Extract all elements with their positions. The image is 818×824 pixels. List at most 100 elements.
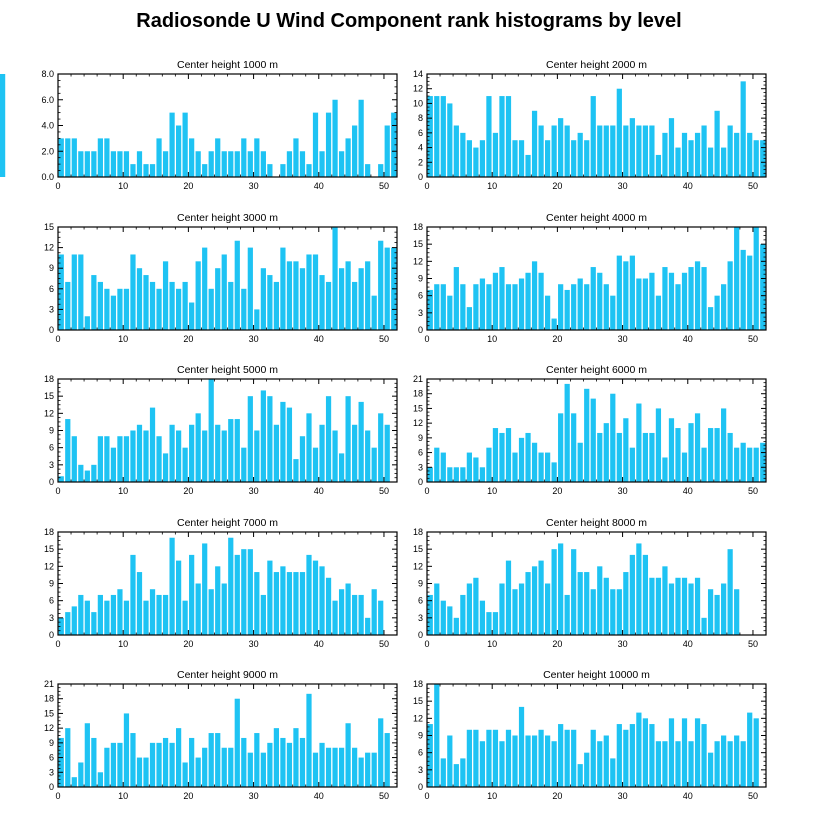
bar <box>130 554 136 635</box>
bar <box>701 267 707 330</box>
bar <box>518 140 525 177</box>
bar <box>616 589 622 635</box>
bar <box>136 572 143 635</box>
y-tick-label: 9 <box>418 274 423 284</box>
bar <box>453 617 459 635</box>
bar <box>505 284 512 330</box>
bar <box>466 307 472 330</box>
x-tick-label: 30 <box>249 181 259 191</box>
bar <box>518 437 525 482</box>
bar <box>584 388 590 482</box>
bar <box>156 594 162 635</box>
y-tick-label: 0 <box>418 172 423 182</box>
x-tick-label: 40 <box>314 181 324 191</box>
bar <box>649 272 655 330</box>
bar <box>694 413 701 482</box>
bar <box>58 254 64 330</box>
bar <box>747 132 753 177</box>
bar <box>299 268 306 330</box>
bar <box>312 752 319 787</box>
bar <box>707 752 714 787</box>
bar <box>110 594 117 635</box>
y-tick-label: 3 <box>418 462 423 472</box>
bar <box>221 430 227 482</box>
bar <box>564 383 570 482</box>
bar <box>384 125 390 177</box>
bar <box>358 99 364 177</box>
bar <box>473 147 479 177</box>
bar <box>176 728 182 787</box>
x-tick-label: 30 <box>618 791 628 801</box>
bar <box>267 560 273 635</box>
y-tick-label: 6 <box>418 291 423 301</box>
bar <box>202 247 208 330</box>
bar <box>453 467 459 482</box>
bar <box>104 138 110 178</box>
bar <box>642 278 649 330</box>
bar <box>479 278 486 330</box>
y-tick-label: 12 <box>413 256 423 266</box>
bar <box>466 583 472 635</box>
bar <box>130 164 136 178</box>
bar <box>104 436 110 482</box>
bar <box>564 594 570 635</box>
x-tick-label: 40 <box>314 486 324 496</box>
bar <box>123 436 130 482</box>
bar <box>518 583 525 635</box>
y-tick-label: 18 <box>44 527 54 537</box>
bar <box>681 577 688 635</box>
bar <box>215 733 221 787</box>
bar <box>117 436 123 482</box>
x-tick-label: 20 <box>183 486 193 496</box>
bar <box>215 424 221 482</box>
bar <box>65 138 71 178</box>
x-tick-label: 50 <box>379 791 389 801</box>
bar <box>760 140 766 177</box>
bar <box>195 757 201 787</box>
bar <box>486 729 492 787</box>
bar <box>623 418 629 482</box>
panel-6: Center height 6000 m 0 3 6 9 12 15 18 21 0 10 20 30 4… <box>413 364 767 496</box>
x-tick-label: 50 <box>748 486 758 496</box>
bar <box>306 554 312 635</box>
bar <box>727 432 733 482</box>
bar <box>280 164 286 178</box>
bar <box>345 583 351 635</box>
bar <box>78 464 84 482</box>
bar <box>505 560 512 635</box>
bar <box>558 284 564 330</box>
bar <box>241 737 247 787</box>
bar <box>241 549 247 635</box>
bar <box>143 275 149 330</box>
panel-title: Center height 3000 m <box>177 212 278 224</box>
y-tick-label: 9 <box>49 738 54 748</box>
bar <box>0 74 6 177</box>
bar <box>577 132 583 177</box>
bar <box>597 125 603 177</box>
bar <box>727 125 733 177</box>
bar <box>505 428 512 482</box>
bar <box>721 147 727 177</box>
bar <box>228 747 234 787</box>
bar <box>531 566 538 635</box>
bar <box>610 589 616 635</box>
bar <box>325 577 332 635</box>
bar <box>260 268 266 330</box>
bar <box>688 741 694 787</box>
bar <box>97 281 103 330</box>
bar <box>747 447 753 482</box>
x-tick-label: 10 <box>118 639 128 649</box>
bar <box>714 594 720 635</box>
bar <box>753 718 759 787</box>
x-tick-label: 20 <box>552 181 562 191</box>
bar <box>267 275 273 330</box>
bar <box>473 284 479 330</box>
bar <box>597 272 603 330</box>
x-tick-label: 30 <box>618 639 628 649</box>
bar <box>629 447 635 482</box>
bar <box>352 747 358 787</box>
bar <box>202 747 208 787</box>
bar <box>371 589 377 635</box>
bar <box>293 459 299 482</box>
bar <box>162 261 169 330</box>
